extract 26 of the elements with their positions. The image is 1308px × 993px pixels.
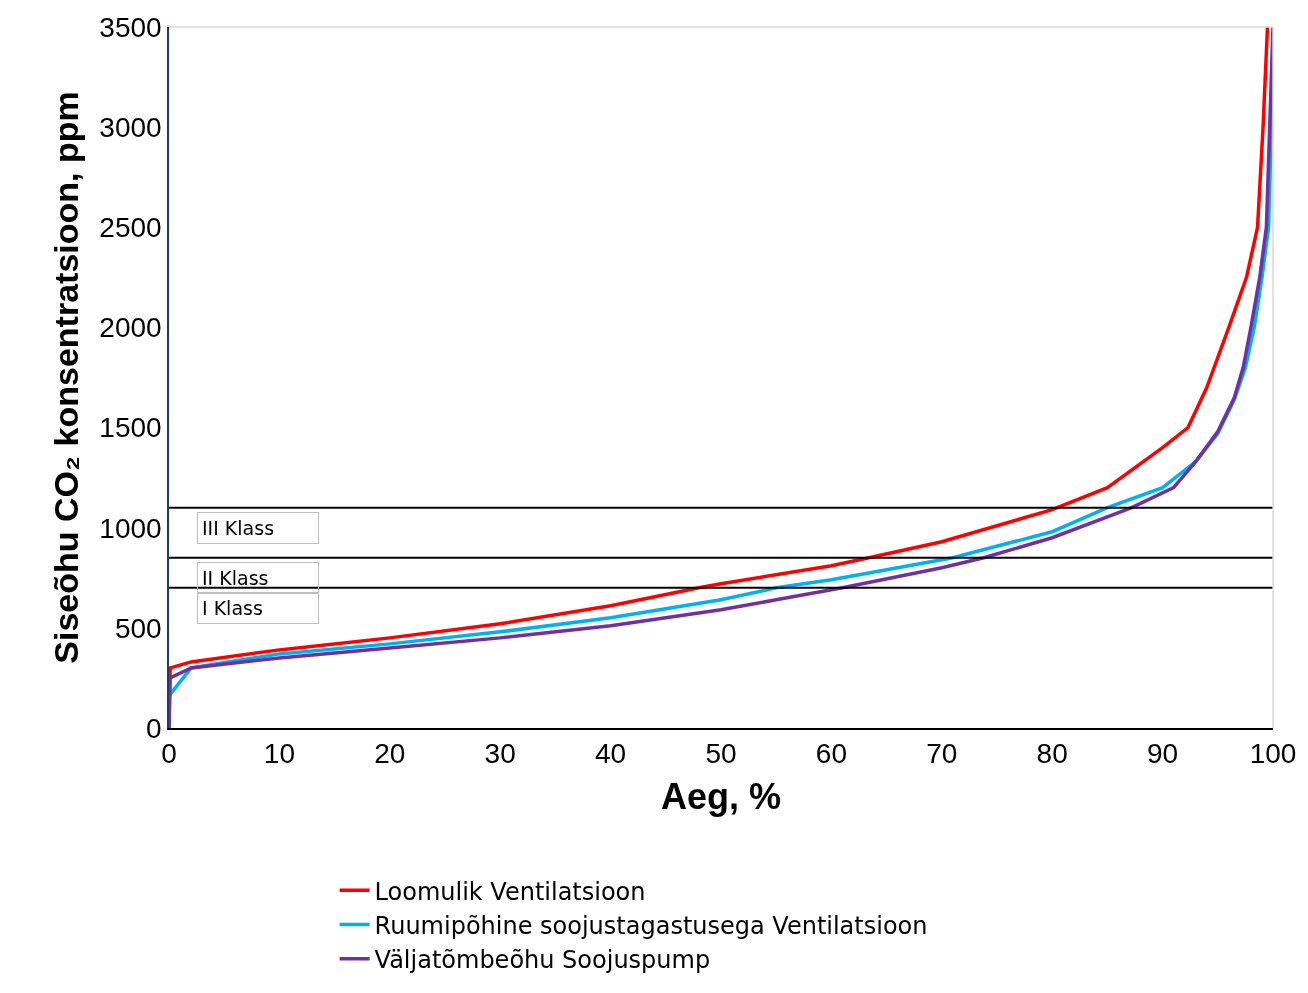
x-axis-title: Aeg, %: [660, 775, 782, 817]
y-tick-label: 500: [114, 612, 162, 644]
x-tick-label: 50: [705, 738, 737, 770]
x-tick-label: 40: [595, 738, 627, 770]
legend-label: Ruumipõhine soojustagastusega Ventilatsioon: [374, 911, 928, 940]
y-tick-label: 0: [146, 712, 162, 744]
ref-line-label: I Klass: [202, 597, 263, 619]
y-tick-label: 3500: [99, 11, 162, 43]
x-tick-label: 100: [1249, 738, 1297, 770]
x-tick-label: 70: [926, 738, 958, 770]
y-tick-label: 1500: [99, 412, 162, 444]
x-tick-label: 90: [1147, 738, 1179, 770]
x-tick-label: 20: [374, 738, 406, 770]
x-tick-label: 80: [1036, 738, 1068, 770]
x-tick-label: 30: [484, 738, 516, 770]
y-tick-label: 2000: [99, 312, 162, 344]
legend-label: Väljatõmbeõhu Soojuspump: [374, 946, 711, 975]
y-tick-label: 3000: [99, 111, 162, 143]
y-axis-title: Siseõhu CO₂ konsentratsioon, ppm: [47, 91, 86, 664]
ref-line-label: III Klass: [202, 517, 275, 539]
ref-line-label: II Klass: [202, 567, 269, 589]
y-tick-label: 2500: [99, 212, 162, 244]
x-tick-label: 60: [815, 738, 847, 770]
y-tick-label: 1000: [99, 512, 162, 544]
legend-label: Loomulik Ventilatsioon: [374, 877, 646, 906]
x-tick-label: 10: [263, 738, 295, 770]
